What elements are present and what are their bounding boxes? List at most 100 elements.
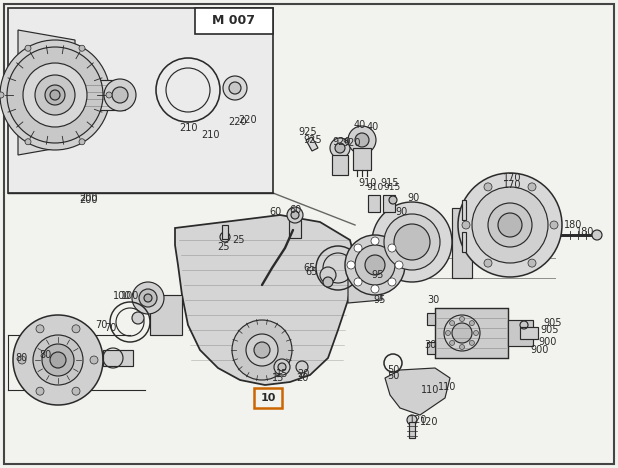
Text: 25: 25 — [218, 242, 231, 252]
Text: 180: 180 — [576, 227, 594, 237]
Circle shape — [347, 261, 355, 269]
Bar — [353, 148, 371, 170]
Text: 220: 220 — [229, 117, 247, 127]
Bar — [289, 220, 301, 238]
Circle shape — [23, 63, 87, 127]
Circle shape — [296, 361, 308, 373]
Bar — [462, 232, 466, 252]
Text: 925: 925 — [298, 127, 317, 137]
Text: 25: 25 — [232, 235, 245, 245]
Bar — [103, 350, 133, 366]
Circle shape — [323, 277, 333, 287]
Bar — [383, 195, 395, 212]
Circle shape — [395, 261, 403, 269]
Polygon shape — [18, 30, 75, 155]
Text: 110: 110 — [438, 382, 456, 392]
Text: 100: 100 — [112, 291, 131, 301]
Text: 110: 110 — [421, 385, 439, 395]
Polygon shape — [306, 137, 318, 151]
Text: 120: 120 — [408, 415, 427, 425]
Text: 210: 210 — [179, 123, 197, 133]
Circle shape — [498, 213, 522, 237]
Circle shape — [528, 183, 536, 191]
Text: 910: 910 — [366, 183, 383, 192]
Polygon shape — [435, 308, 508, 358]
Bar — [427, 342, 435, 354]
Circle shape — [528, 259, 536, 267]
Text: 95: 95 — [372, 270, 384, 280]
Text: 180: 180 — [564, 220, 582, 230]
Circle shape — [144, 294, 152, 302]
Text: 60: 60 — [269, 207, 282, 217]
Circle shape — [354, 278, 362, 286]
Circle shape — [488, 203, 532, 247]
Circle shape — [132, 312, 144, 324]
Text: 70: 70 — [96, 320, 108, 330]
Circle shape — [354, 244, 362, 252]
Circle shape — [355, 133, 369, 147]
Circle shape — [452, 323, 472, 343]
Text: 80: 80 — [15, 353, 28, 363]
Circle shape — [458, 173, 562, 277]
Circle shape — [36, 387, 44, 395]
Text: 120: 120 — [420, 417, 439, 427]
Circle shape — [355, 245, 395, 285]
Circle shape — [330, 138, 350, 158]
Circle shape — [25, 139, 31, 145]
Bar — [222, 225, 228, 239]
Circle shape — [470, 321, 475, 326]
Bar — [8, 8, 273, 193]
Text: 915: 915 — [381, 178, 399, 188]
Circle shape — [106, 92, 112, 98]
Text: 30: 30 — [424, 340, 436, 350]
Text: 50: 50 — [387, 365, 399, 375]
Circle shape — [36, 325, 44, 333]
Text: 915: 915 — [383, 183, 400, 192]
Text: 200: 200 — [78, 195, 97, 205]
Circle shape — [104, 79, 136, 111]
Text: 30: 30 — [427, 295, 439, 305]
Text: 70: 70 — [104, 323, 116, 333]
Circle shape — [79, 45, 85, 51]
Circle shape — [450, 321, 455, 326]
Circle shape — [484, 259, 492, 267]
Circle shape — [592, 230, 602, 240]
Circle shape — [42, 344, 74, 376]
Circle shape — [25, 45, 31, 51]
Bar — [462, 200, 466, 220]
Circle shape — [550, 221, 558, 229]
Circle shape — [0, 92, 4, 98]
Circle shape — [371, 285, 379, 293]
Bar — [409, 422, 415, 438]
Circle shape — [223, 76, 247, 100]
Text: 170: 170 — [503, 180, 521, 190]
Text: 900: 900 — [531, 345, 549, 355]
Text: 900: 900 — [538, 337, 556, 347]
Circle shape — [229, 82, 241, 94]
Text: 910: 910 — [359, 178, 377, 188]
Circle shape — [335, 143, 345, 153]
Circle shape — [462, 221, 470, 229]
Text: 20: 20 — [296, 373, 308, 383]
Text: 40: 40 — [367, 122, 379, 132]
Circle shape — [274, 359, 290, 375]
Bar — [254, 388, 282, 408]
Circle shape — [320, 267, 336, 283]
Bar — [508, 320, 533, 346]
Circle shape — [484, 183, 492, 191]
Circle shape — [220, 232, 230, 242]
Circle shape — [446, 330, 451, 336]
Circle shape — [470, 340, 475, 345]
Circle shape — [139, 289, 157, 307]
Text: 95: 95 — [374, 295, 386, 305]
Text: 65: 65 — [304, 263, 316, 273]
Circle shape — [291, 211, 299, 219]
Circle shape — [345, 235, 405, 295]
Circle shape — [348, 126, 376, 154]
Bar — [150, 295, 182, 335]
Text: 905: 905 — [543, 318, 562, 328]
Circle shape — [287, 207, 303, 223]
Circle shape — [389, 196, 397, 204]
Circle shape — [365, 255, 385, 275]
Circle shape — [50, 352, 66, 368]
